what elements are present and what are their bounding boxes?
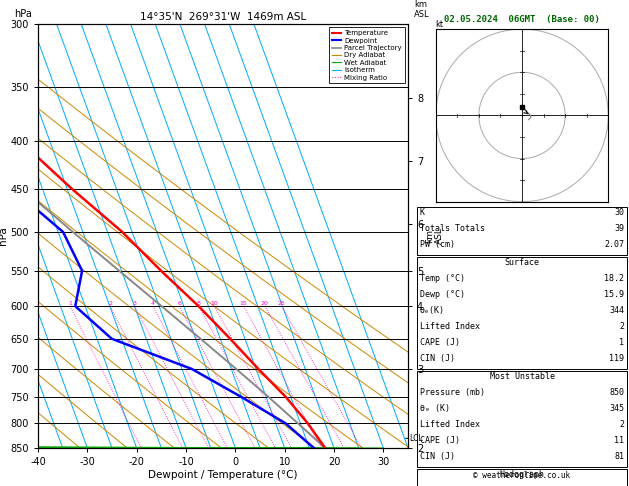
Text: 2.07: 2.07 — [604, 240, 625, 249]
Text: 3: 3 — [133, 301, 136, 306]
Legend: Temperature, Dewpoint, Parcel Trajectory, Dry Adiabat, Wet Adiabat, Isotherm, Mi: Temperature, Dewpoint, Parcel Trajectory… — [329, 28, 404, 84]
Text: CAPE (J): CAPE (J) — [420, 436, 460, 445]
Text: 30: 30 — [615, 208, 625, 217]
Text: 850: 850 — [610, 388, 625, 397]
Text: 1: 1 — [620, 338, 625, 347]
Text: 119: 119 — [610, 354, 625, 363]
Text: 11: 11 — [615, 436, 625, 445]
Text: 2: 2 — [108, 301, 112, 306]
Text: 15: 15 — [240, 301, 247, 306]
Text: 18.2: 18.2 — [604, 274, 625, 283]
Text: 344: 344 — [610, 306, 625, 315]
Text: PW (cm): PW (cm) — [420, 240, 455, 249]
Text: 2: 2 — [620, 420, 625, 429]
Text: km
ASL: km ASL — [415, 0, 430, 19]
Y-axis label: hPa: hPa — [0, 226, 8, 245]
Text: hPa: hPa — [14, 9, 31, 19]
Text: θₑ(K): θₑ(K) — [420, 306, 445, 315]
Text: 15.9: 15.9 — [604, 290, 625, 299]
Text: Hodograph: Hodograph — [499, 470, 545, 479]
Text: kt: kt — [436, 20, 444, 29]
Text: 81: 81 — [615, 452, 625, 461]
Y-axis label: km
ASL: km ASL — [425, 227, 444, 244]
Text: θₑ (K): θₑ (K) — [420, 404, 450, 413]
Text: Lifted Index: Lifted Index — [420, 322, 480, 331]
Title: 14°35'N  269°31'W  1469m ASL: 14°35'N 269°31'W 1469m ASL — [140, 12, 306, 22]
Text: 25: 25 — [278, 301, 286, 306]
Text: 02.05.2024  06GMT  (Base: 00): 02.05.2024 06GMT (Base: 00) — [444, 15, 600, 24]
Text: Surface: Surface — [504, 258, 540, 267]
Text: CIN (J): CIN (J) — [420, 452, 455, 461]
Text: Most Unstable: Most Unstable — [489, 372, 555, 381]
Text: 6: 6 — [177, 301, 181, 306]
Text: 4: 4 — [151, 301, 155, 306]
Text: 345: 345 — [610, 404, 625, 413]
Text: CAPE (J): CAPE (J) — [420, 338, 460, 347]
Text: Temp (°C): Temp (°C) — [420, 274, 465, 283]
Text: Totals Totals: Totals Totals — [420, 224, 485, 233]
Text: Pressure (mb): Pressure (mb) — [420, 388, 485, 397]
Text: 8: 8 — [197, 301, 201, 306]
Text: © weatheronline.co.uk: © weatheronline.co.uk — [474, 471, 571, 480]
Text: K: K — [420, 208, 425, 217]
Text: CIN (J): CIN (J) — [420, 354, 455, 363]
Text: 2: 2 — [620, 322, 625, 331]
Text: 10: 10 — [211, 301, 218, 306]
Text: Lifted Index: Lifted Index — [420, 420, 480, 429]
Text: LCL: LCL — [409, 434, 423, 443]
Text: 20: 20 — [261, 301, 269, 306]
X-axis label: Dewpoint / Temperature (°C): Dewpoint / Temperature (°C) — [148, 470, 298, 480]
Text: 1: 1 — [68, 301, 72, 306]
Text: 39: 39 — [615, 224, 625, 233]
Text: Dewp (°C): Dewp (°C) — [420, 290, 465, 299]
